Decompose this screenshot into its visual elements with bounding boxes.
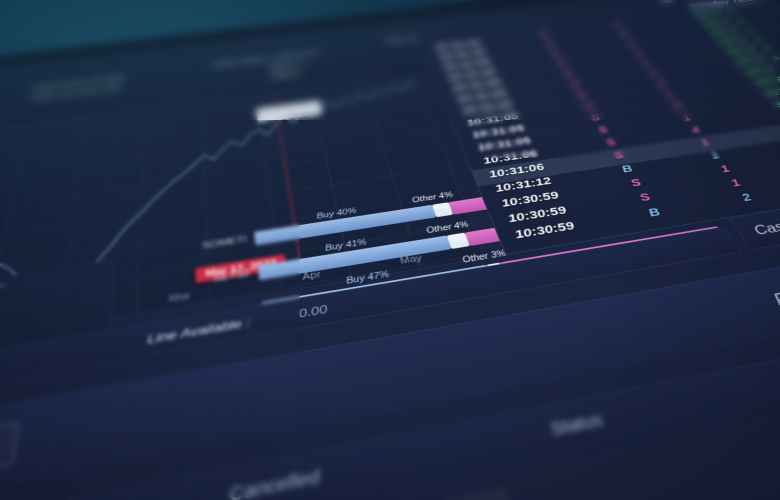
ticker-side: S: [611, 149, 627, 162]
ticker-up-arrow-icon: ▲: [730, 16, 748, 25]
tab-cancelled[interactable]: Cancelled: [228, 466, 322, 500]
stat-label: Prev: [384, 35, 409, 45]
ticker-side: S: [581, 101, 596, 112]
ticker-side: S: [567, 79, 582, 89]
ticker-side: B: [645, 205, 664, 220]
ticker-side: S: [603, 137, 619, 149]
ticker-side: S: [555, 59, 568, 68]
ticker-quantity: 2: [738, 191, 755, 204]
line-available-value: 0.00: [297, 302, 329, 321]
stat-value: 938.8: [270, 69, 301, 81]
ticker-side: S: [628, 176, 644, 190]
ticker-up-arrow-icon: ▲: [756, 43, 775, 53]
ticker-up-arrow-icon: ▲: [722, 7, 740, 16]
tab-status[interactable]: Status: [547, 410, 607, 440]
volume-chart-title: Last Price Volume: [0, 280, 7, 304]
ticker-side: S: [595, 124, 611, 136]
ticker-up-arrow-icon: ▲: [739, 25, 757, 34]
ticker-side: B: [619, 163, 636, 176]
ticker-up-arrow-icon: ▲: [775, 62, 780, 73]
ticker-side: S: [574, 90, 588, 100]
cond-button[interactable]: Cond: [0, 422, 20, 491]
ticker-side: S: [561, 69, 575, 79]
stat-label: Total Value: [211, 54, 267, 69]
ticker-side: S: [588, 112, 603, 124]
ticker-up-arrow-icon: ▲: [747, 34, 766, 43]
stat-value: 1,419,173: [268, 48, 319, 62]
ticker-up-arrow-icon: ▲: [766, 52, 780, 62]
ticker-side: S: [549, 49, 562, 58]
sentiment-row-label: SET50: [212, 268, 251, 285]
ticker-side: S: [636, 191, 654, 204]
ticker-side: S: [543, 39, 556, 49]
stat-label: Open 1: [269, 59, 307, 71]
pin-label: PIN: [769, 285, 780, 310]
